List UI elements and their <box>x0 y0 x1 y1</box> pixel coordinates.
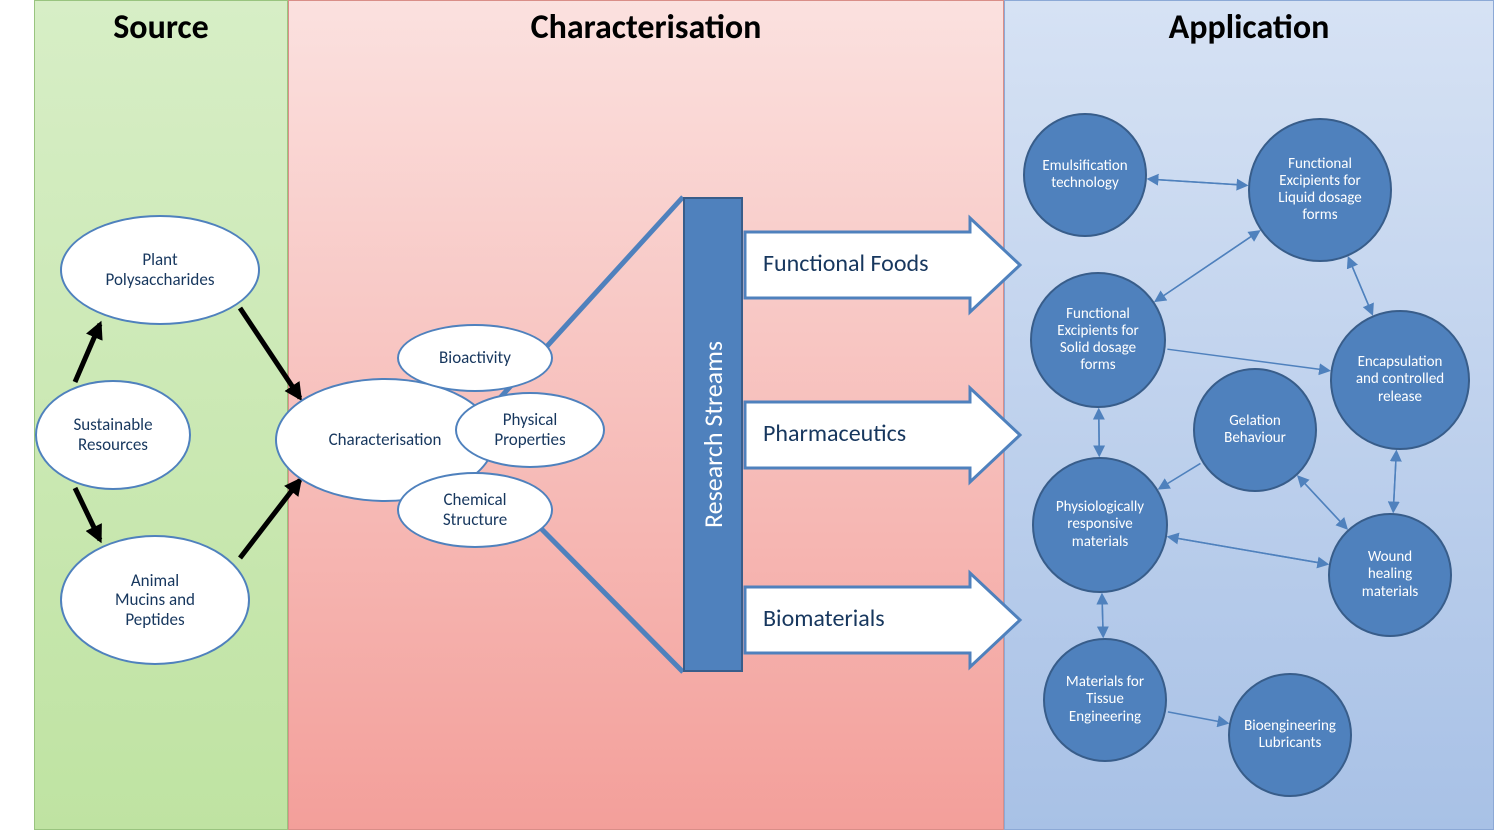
node-phys: Physical Properties <box>455 392 605 468</box>
research-streams-box: Research Streams <box>683 197 743 672</box>
source-title: Source <box>35 7 287 48</box>
application-title: Application <box>1005 7 1493 48</box>
node-bio: Bioactivity <box>397 324 553 392</box>
app-node-wound: Wound healing materials <box>1328 513 1452 637</box>
app-node-solexc: Functional Excipients for Solid dosage f… <box>1030 272 1166 408</box>
node-sustainable: Sustainable Resources <box>35 380 191 490</box>
app-node-tissue: Materials for Tissue Engineering <box>1043 638 1167 762</box>
node-plant: Plant Polysaccharides <box>60 215 260 325</box>
node-chem: Chemical Structure <box>397 472 553 548</box>
app-node-emul: Emulsification technology <box>1023 113 1147 237</box>
app-node-encaps: Encapsulation and controlled release <box>1330 310 1470 450</box>
app-node-liqexc: Functional Excipients for Liquid dosage … <box>1248 118 1392 262</box>
app-node-lubric: Bioengineering Lubricants <box>1228 673 1352 797</box>
app-node-physio: Physiologically responsive materials <box>1032 457 1168 593</box>
app-node-gel: Gelation Behaviour <box>1193 368 1317 492</box>
characterisation-title: Characterisation <box>289 7 1003 48</box>
node-animal: Animal Mucins and Peptides <box>60 535 250 665</box>
diagram-canvas: SourceCharacterisationApplication Plant P… <box>0 0 1511 830</box>
